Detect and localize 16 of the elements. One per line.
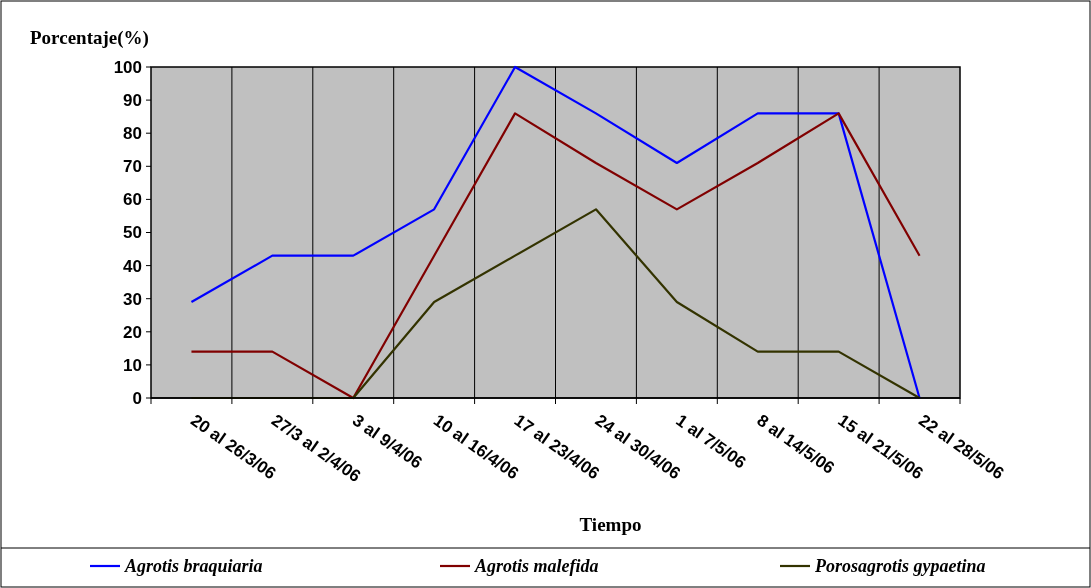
y-tick-label: 60 [123,190,142,210]
x-axis-title: Tiempo [579,514,642,535]
y-tick-label: 40 [123,256,142,276]
y-tick-label: 70 [123,157,142,177]
y-tick-label: 100 [113,57,142,77]
legend-label: Agrotis braquiaria [124,556,263,577]
y-tick-label: 10 [123,355,142,375]
y-tick-label: 20 [123,322,142,342]
y-tick-label: 50 [123,223,142,243]
legend-label: Agrotis malefida [474,556,599,577]
y-tick-label: 80 [123,124,142,144]
legend-label: Porosagrotis gypaetina [814,556,986,577]
y-axis-title: Porcentaje(%) [30,27,149,49]
y-tick-label: 90 [123,91,142,111]
y-tick-label: 30 [123,289,142,309]
y-tick-label: 0 [132,388,142,408]
